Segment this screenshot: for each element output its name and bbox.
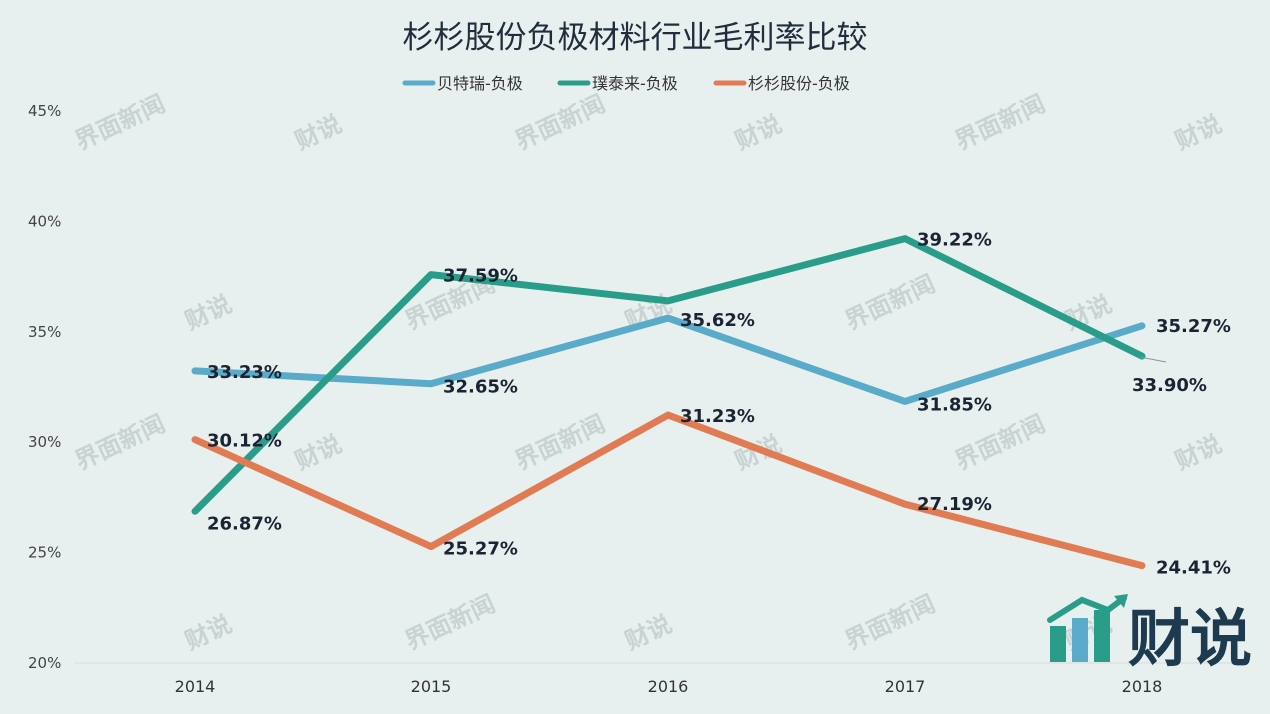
watermark-text: 界面新闻	[401, 589, 500, 655]
brand-logo: 财说	[1047, 594, 1252, 675]
watermark-text: 财说	[621, 610, 676, 656]
watermark-text: 财说	[1171, 430, 1226, 476]
y-tick-label: 25%	[28, 544, 61, 562]
watermark-text: 财说	[181, 290, 236, 336]
chart-title: 杉杉股份负极材料行业毛利率比较	[403, 20, 868, 56]
brand-logo-arrow-icon	[1047, 595, 1127, 623]
x-tick-label: 2016	[648, 677, 689, 696]
data-label: 39.22%	[917, 230, 992, 251]
leader-line	[1139, 356, 1167, 363]
data-label: 26.87%	[207, 513, 282, 534]
y-axis-ticks: 20% 25% 30% 35% 40% 45%	[28, 102, 61, 672]
data-label: 24.41%	[1156, 558, 1231, 579]
data-label: 31.23%	[680, 406, 755, 427]
series-line-1	[191, 314, 1146, 405]
series-line-3	[191, 411, 1146, 570]
watermark-text: 财说	[1171, 110, 1226, 156]
data-label: 35.27%	[1156, 316, 1231, 337]
x-axis-ticks: 2014 2015 2016 2017 2018	[175, 677, 1163, 696]
brand-logo-arrowhead-icon	[1114, 594, 1128, 608]
brand-logo-bar-2	[1072, 618, 1088, 662]
legend: 贝特瑞-负极 璞泰来-负极 杉杉股份-负极	[402, 74, 850, 93]
series-line-2	[191, 235, 1146, 515]
data-label: 30.12%	[207, 431, 282, 452]
x-tick-label: 2014	[175, 677, 216, 696]
brand-logo-bar-1	[1050, 626, 1066, 662]
data-label: 25.27%	[443, 539, 518, 560]
brand-logo-bar-3	[1094, 610, 1110, 662]
watermark-text: 财说	[291, 110, 346, 156]
data-labels: 33.23% 32.65% 35.62% 31.85% 35.27% 26.87% 37.5…	[207, 230, 1231, 579]
y-tick-label: 20%	[28, 654, 61, 672]
data-label: 32.65%	[443, 377, 518, 398]
watermark-text: 界面新闻	[511, 89, 610, 155]
data-label: 33.90%	[1132, 375, 1207, 396]
x-tick-label: 2015	[411, 677, 452, 696]
leader-lines	[1139, 356, 1167, 363]
watermark-text: 界面新闻	[951, 89, 1050, 155]
legend-label-2: 璞泰来-负极	[592, 74, 678, 93]
series-lines	[191, 235, 1146, 570]
data-label: 37.59%	[443, 266, 518, 287]
watermark-text: 界面新闻	[841, 589, 940, 655]
y-tick-label: 40%	[28, 212, 61, 230]
watermark-text: 界面新闻	[71, 89, 170, 155]
data-label: 33.23%	[207, 362, 282, 383]
x-tick-label: 2017	[885, 677, 926, 696]
y-tick-label: 35%	[28, 323, 61, 341]
data-label: 27.19%	[917, 494, 992, 515]
data-label: 31.85%	[917, 394, 992, 415]
legend-label-1: 贝特瑞-负极	[437, 74, 523, 93]
data-label: 35.62%	[680, 310, 755, 331]
watermark-text: 界面新闻	[511, 409, 610, 475]
brand-logo-text: 财说	[1128, 602, 1252, 675]
y-tick-label: 45%	[28, 102, 61, 120]
watermark-text: 财说	[731, 110, 786, 156]
watermark-text: 界面新闻	[841, 269, 940, 335]
legend-label-3: 杉杉股份-负极	[748, 74, 850, 93]
watermark-text: 界面新闻	[71, 409, 170, 475]
y-tick-label: 30%	[28, 433, 61, 451]
x-tick-label: 2018	[1122, 677, 1163, 696]
watermark-text: 财说	[181, 610, 236, 656]
watermark-text: 界面新闻	[951, 409, 1050, 475]
watermark-text: 财说	[291, 430, 346, 476]
